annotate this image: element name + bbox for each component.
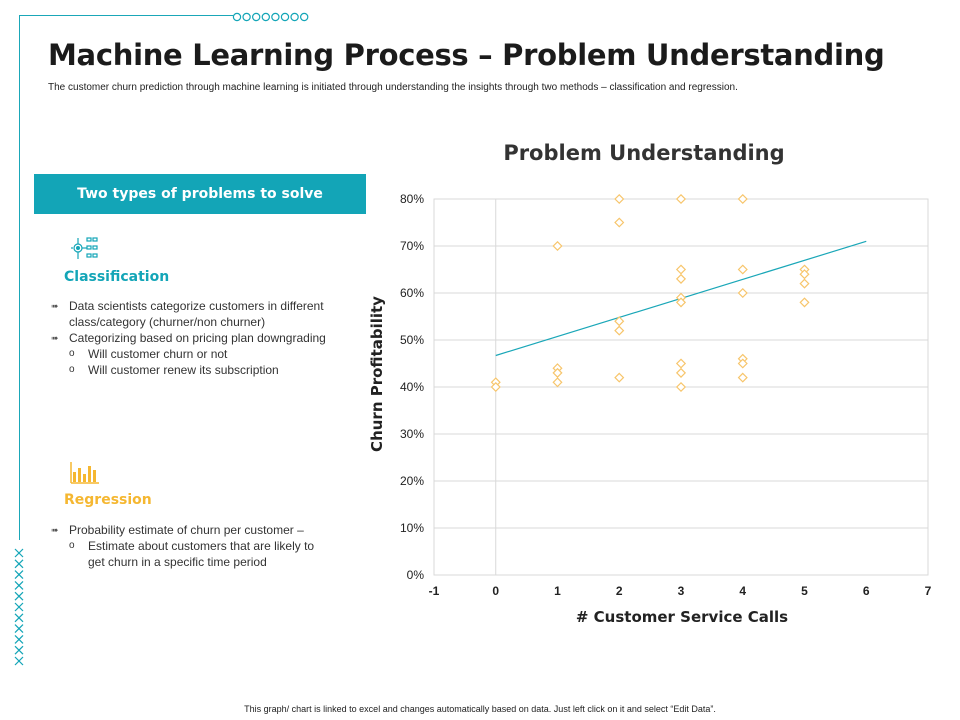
sub-bullet-text: Estimate about customers that are likely…	[88, 539, 315, 569]
sub-bullet-text: Will customer renew its subscription	[88, 363, 279, 377]
data-point	[737, 358, 748, 369]
data-point	[614, 193, 625, 205]
data-point	[737, 264, 748, 275]
x-tick-label: 1	[554, 584, 561, 598]
y-tick-label: 60%	[400, 286, 424, 300]
x-tick-label: 3	[678, 584, 685, 598]
decorative-circle	[242, 12, 251, 22]
classification-sub-bullet: o Will customer churn or not	[48, 346, 333, 362]
x-tick-label: 2	[616, 584, 623, 598]
data-point	[737, 287, 748, 299]
decorative-circle	[280, 12, 290, 22]
decorative-cross	[14, 634, 24, 644]
bullet-text: Data scientists categorize customers in …	[69, 299, 324, 329]
y-tick-label: 10%	[400, 521, 424, 535]
decorative-frame-horizontal	[19, 15, 233, 16]
data-point	[490, 381, 501, 393]
y-tick-label: 70%	[400, 239, 424, 253]
y-tick-label: 80%	[400, 192, 424, 206]
classification-title: Classification	[64, 269, 170, 285]
classification-bullet: ➠ Data scientists categorize customers i…	[48, 298, 333, 330]
page-subtitle: The customer churn prediction through ma…	[48, 82, 738, 93]
data-point	[675, 358, 687, 369]
decorative-circle	[232, 12, 242, 22]
circle-bullet-icon: o	[69, 364, 75, 375]
data-point	[799, 269, 810, 280]
decorative-cross	[14, 548, 24, 558]
bullet-text: Categorizing based on pricing plan downg…	[69, 331, 326, 345]
y-tick-label: 0%	[407, 568, 425, 582]
y-tick-label: 40%	[400, 380, 424, 394]
bar-chart-icon	[70, 462, 99, 484]
footer-note: This graph/ chart is linked to excel and…	[244, 704, 716, 714]
data-point	[675, 264, 687, 275]
data-point	[614, 372, 625, 383]
data-point	[799, 297, 810, 308]
decorative-cross	[14, 559, 24, 569]
x-tick-label: 4	[739, 584, 746, 598]
data-point	[614, 316, 625, 327]
data-point	[737, 193, 748, 205]
data-point	[675, 297, 687, 308]
decorative-frame-vertical	[19, 15, 20, 540]
data-point	[675, 273, 687, 284]
bullet-arrow-icon: ➠	[51, 333, 59, 343]
x-tick-label: -1	[429, 584, 440, 598]
plot-area: 0% 10% 20% 30% 40% 50% 60% 70% 80% -1 0 1 2 3 4 5 6 7	[400, 192, 932, 598]
data-point	[737, 372, 748, 383]
decorative-circle	[261, 12, 270, 22]
regression-sub-bullet: o Estimate about customers that are like…	[48, 538, 333, 570]
classification-sub-bullet: o Will customer renew its subscription	[48, 362, 333, 378]
data-point	[675, 193, 687, 205]
decorative-crosses	[14, 548, 24, 666]
data-point	[552, 367, 563, 378]
bullet-arrow-icon: ➠	[51, 525, 59, 535]
x-axis-title: # Customer Service Calls	[576, 608, 788, 626]
decorative-cross	[14, 591, 24, 601]
y-tick-label: 20%	[400, 474, 424, 488]
panel-header: Two types of problems to solve	[34, 174, 366, 214]
decorative-cross	[14, 613, 24, 623]
decorative-circles	[232, 12, 309, 22]
data-point	[614, 217, 625, 228]
decorative-circle	[290, 12, 299, 22]
classification-bullets: ➠ Data scientists categorize customers i…	[48, 298, 333, 378]
bullet-arrow-icon: ➠	[51, 301, 59, 311]
data-point	[799, 278, 810, 289]
y-tick-label: 50%	[400, 333, 424, 347]
decorative-cross	[14, 645, 24, 655]
classification-bullet: ➠ Categorizing based on pricing plan dow…	[48, 330, 333, 346]
sub-bullet-text: Will customer churn or not	[88, 347, 228, 361]
circle-bullet-icon: o	[69, 540, 75, 551]
decorative-cross	[14, 656, 24, 666]
network-icon	[71, 237, 98, 259]
decorative-circle	[271, 12, 280, 22]
x-tick-label: 7	[925, 584, 932, 598]
decorative-circle	[299, 12, 309, 22]
data-point	[675, 381, 687, 393]
data-point	[675, 367, 687, 378]
x-tick-label: 6	[863, 584, 870, 598]
decorative-circle	[252, 12, 261, 22]
x-tick-label: 0	[492, 584, 499, 598]
circle-bullet-icon: o	[69, 348, 75, 359]
data-point	[552, 377, 563, 388]
decorative-cross	[14, 570, 24, 580]
chart-title: Problem Understanding	[503, 141, 784, 165]
y-tick-label: 30%	[400, 427, 424, 441]
page-title: Machine Learning Process – Problem Under…	[48, 38, 885, 72]
decorative-cross	[14, 624, 24, 634]
regression-bullets: ➠ Probability estimate of churn per cust…	[48, 522, 333, 570]
data-point	[552, 240, 563, 252]
data-point	[614, 325, 625, 336]
decorative-cross	[14, 580, 24, 590]
regression-bullet: ➠ Probability estimate of churn per cust…	[48, 522, 333, 538]
decorative-cross	[14, 602, 24, 612]
y-axis-title: Churn Profitability	[368, 296, 386, 452]
bullet-text: Probability estimate of churn per custom…	[69, 523, 304, 537]
regression-title: Regression	[64, 492, 152, 508]
x-tick-label: 5	[801, 584, 808, 598]
